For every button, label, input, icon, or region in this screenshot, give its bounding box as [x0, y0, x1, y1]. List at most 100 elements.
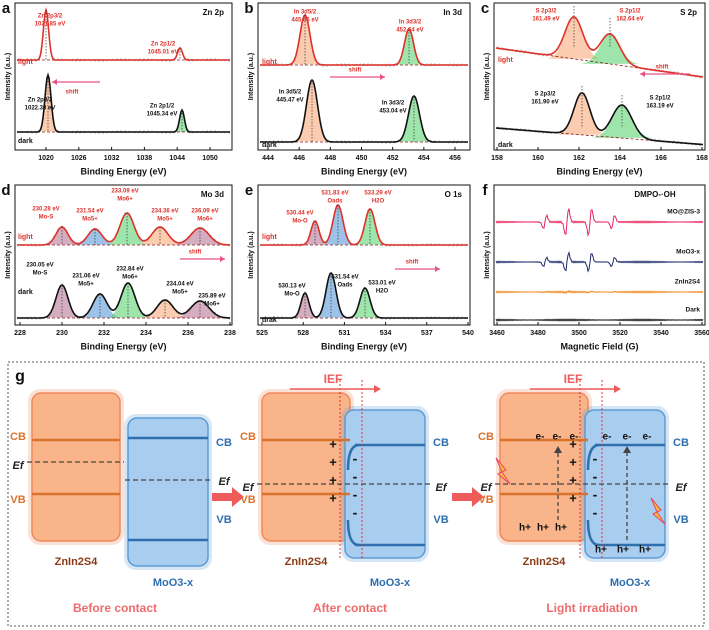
- plot-frame: [14, 184, 233, 326]
- label: Binding Energy (eV): [321, 166, 407, 176]
- peak-fill: [136, 227, 184, 245]
- arrow-head: [623, 446, 631, 453]
- label: IEF: [324, 372, 343, 386]
- label: light: [262, 59, 277, 66]
- label: +: [329, 490, 337, 505]
- label: Light irradiation: [546, 601, 637, 615]
- peak-fill: [79, 294, 121, 318]
- label: 1044: [169, 155, 185, 162]
- label: shift: [66, 90, 79, 96]
- label: 230: [56, 330, 68, 337]
- fit-envelope: [17, 7, 230, 61]
- label: light: [18, 234, 33, 241]
- label: 456: [449, 155, 461, 162]
- band-bend: [346, 519, 360, 547]
- label: -: [353, 487, 358, 503]
- label: -: [593, 487, 598, 503]
- label: h+: [617, 545, 629, 556]
- fit-envelope: [495, 92, 704, 146]
- label: -: [353, 469, 358, 485]
- fit-envelope: [17, 282, 230, 319]
- label: Ef: [676, 482, 688, 494]
- label: 168: [696, 155, 708, 162]
- label: Zn 2p3/2: [38, 14, 63, 20]
- fit-envelope: [260, 203, 468, 246]
- label: CB: [216, 437, 232, 449]
- label: 233.09 eV: [111, 189, 138, 195]
- label: 161.90 eV: [531, 100, 558, 106]
- label: 230.05 eV: [26, 263, 53, 269]
- label: In 3d3/2: [382, 101, 405, 107]
- arrow-head: [374, 385, 381, 393]
- plot-frame: [257, 2, 471, 151]
- label: Before contact: [73, 601, 157, 615]
- label: Ef: [243, 482, 255, 494]
- label: In 3d5/2: [279, 90, 302, 96]
- label: Mo-S: [39, 215, 54, 221]
- label: shift: [349, 68, 362, 74]
- label: VB: [433, 514, 448, 526]
- label: In 3d5/2: [294, 10, 317, 16]
- label: 531.54 eV: [331, 275, 358, 281]
- label: ZnIn2S4: [523, 556, 567, 568]
- label: Ef: [13, 460, 25, 472]
- label: f: [483, 182, 489, 199]
- peak-fill: [173, 228, 227, 245]
- label: 1050: [202, 155, 218, 162]
- label: -: [353, 505, 358, 521]
- label: IEF: [564, 372, 583, 386]
- label: Intensity (a.u.): [248, 231, 255, 278]
- label: e: [245, 182, 253, 199]
- label: 228: [14, 330, 26, 337]
- label: h+: [555, 523, 567, 534]
- label: ZnIn2S4: [285, 556, 329, 568]
- label: Ef: [481, 482, 493, 494]
- label: 528: [297, 330, 309, 337]
- label: Oads: [327, 199, 343, 205]
- label: Dark: [686, 307, 701, 314]
- arrow-head: [52, 79, 57, 85]
- label: -: [593, 451, 598, 467]
- label: 3500: [571, 330, 587, 337]
- label: Binding Energy (eV): [80, 166, 166, 176]
- plot-frame: [257, 184, 471, 326]
- label: Mo5+: [78, 282, 94, 288]
- label: Mo5+: [172, 290, 188, 296]
- label: 164: [614, 155, 626, 162]
- label: VB: [10, 494, 25, 506]
- label: Zn 2p1/2: [150, 104, 175, 110]
- epr-trace: [495, 250, 704, 273]
- label: h+: [537, 523, 549, 534]
- label: e-: [536, 432, 545, 443]
- plot-frame: [14, 2, 233, 151]
- label: CB: [478, 431, 494, 443]
- label: 525: [256, 330, 268, 337]
- label: 452.64 eV: [396, 28, 423, 34]
- epr-trace: [495, 318, 704, 322]
- label: Mo-O: [284, 292, 300, 298]
- label: 453.04 eV: [379, 109, 406, 115]
- label: 448: [324, 155, 336, 162]
- label: 236: [182, 330, 194, 337]
- label: Binding Energy (eV): [556, 166, 642, 176]
- epr-trace: [495, 208, 704, 237]
- label: S 2p3/2: [535, 9, 557, 15]
- label: S 2p: [680, 8, 697, 17]
- label: S 2p1/2: [619, 9, 641, 15]
- label: H2O: [376, 289, 389, 295]
- label: ZnIn2S4: [675, 279, 701, 286]
- arrow-head: [554, 446, 562, 453]
- label: 160: [532, 155, 544, 162]
- label: Zn 2p: [203, 8, 224, 17]
- label: 235.89 eV: [198, 294, 225, 300]
- label: 1022.30 eV: [25, 106, 56, 112]
- label: 1032: [104, 155, 120, 162]
- label: +: [569, 436, 577, 451]
- label: Ef: [219, 476, 231, 488]
- label: 158: [491, 155, 503, 162]
- label: a: [2, 0, 11, 17]
- label: e-: [603, 432, 612, 443]
- label: ZnIn2S4: [55, 556, 99, 568]
- label: 452: [387, 155, 399, 162]
- label: S 2p3/2: [534, 92, 556, 98]
